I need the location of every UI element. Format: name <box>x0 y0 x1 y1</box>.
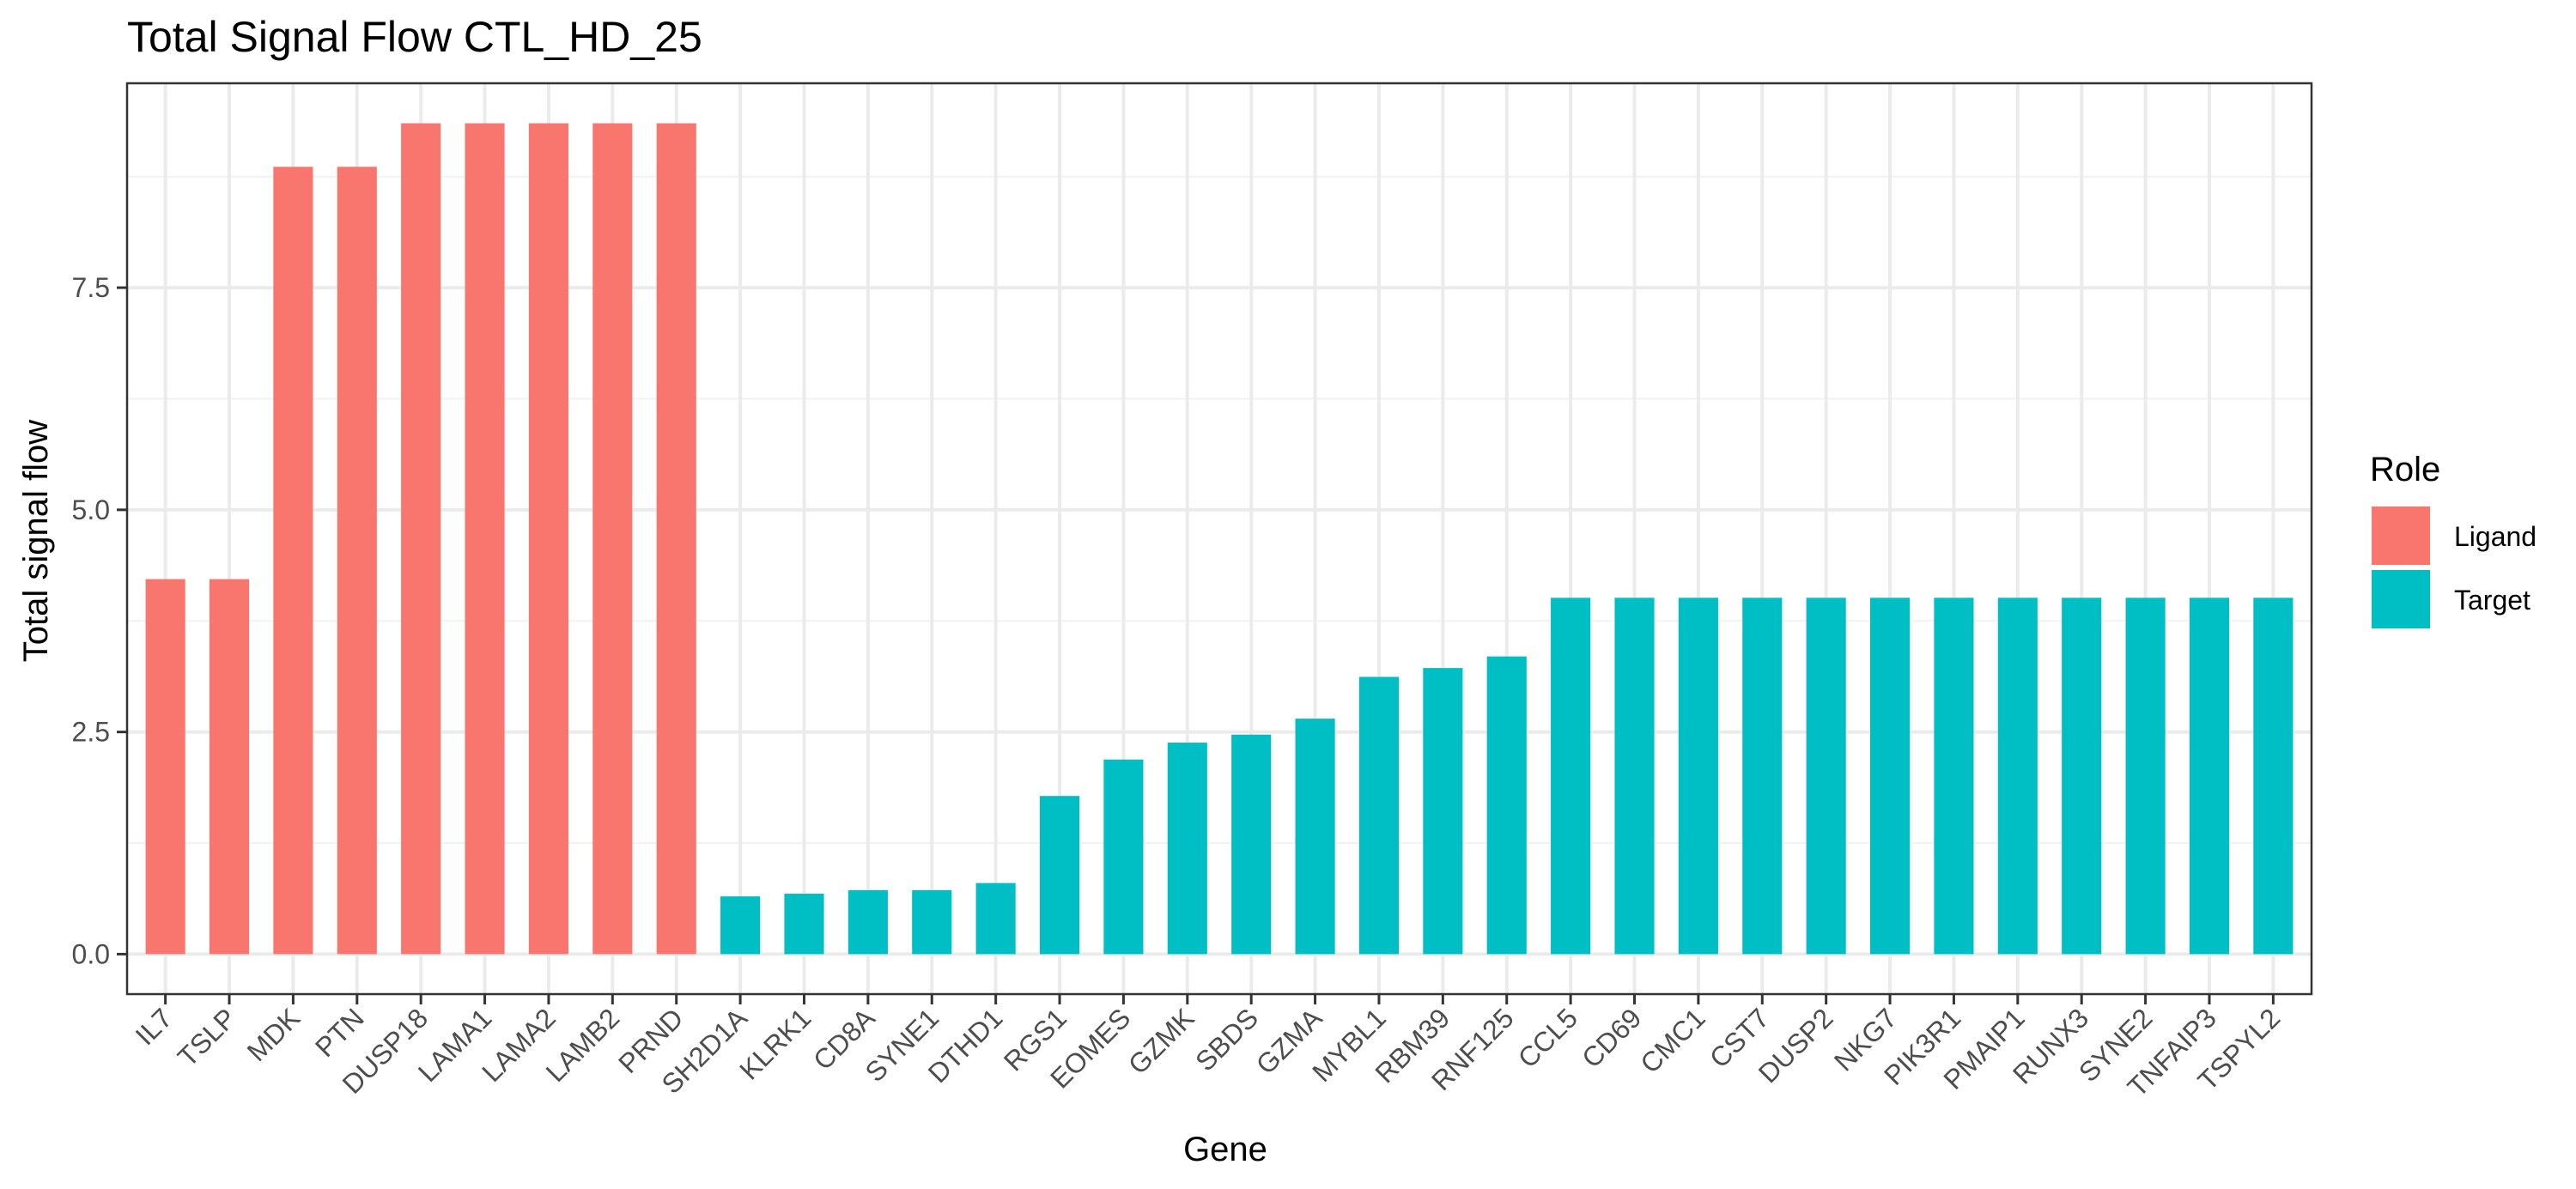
legend-label-target: Target <box>2454 585 2530 616</box>
bar-eomes <box>1103 759 1144 955</box>
bar-prnd <box>656 123 696 955</box>
bar-cmc1 <box>1678 598 1718 955</box>
bar-pmaip1 <box>1997 598 2038 955</box>
bar-ccl5 <box>1551 598 1591 955</box>
bar-lama2 <box>528 123 569 955</box>
bar-tslp <box>209 579 250 955</box>
plot-panel <box>127 83 2312 994</box>
bar-ptn <box>337 167 377 955</box>
bar-cst7 <box>1742 598 1783 955</box>
bar-dusp2 <box>1806 598 1846 955</box>
x-axis-title: Gene <box>1183 1131 1267 1168</box>
bar-pik3r1 <box>1934 598 1974 955</box>
bar-tnfaip3 <box>2189 598 2230 955</box>
legend-key-target <box>2372 570 2430 628</box>
bar-lama1 <box>465 123 505 955</box>
bar-lamb2 <box>592 123 633 955</box>
y-tick-label: 7.5 <box>72 272 110 303</box>
plot-border <box>125 82 2313 996</box>
bar-syne2 <box>2125 598 2166 955</box>
legend-label-ligand: Ligand <box>2454 521 2537 552</box>
bar-il7 <box>145 579 185 955</box>
bar-rgs1 <box>1039 796 1080 955</box>
bar-klrk1 <box>784 894 824 955</box>
bar-rnf125 <box>1486 656 1527 955</box>
bar-dusp18 <box>401 123 441 955</box>
bar-syne1 <box>912 889 952 955</box>
legend-key-ligand <box>2372 507 2430 565</box>
bar-cd69 <box>1614 598 1655 955</box>
bar-mybl1 <box>1358 676 1400 955</box>
bar-sbds <box>1231 734 1272 955</box>
y-tick-label: 5.0 <box>72 494 110 525</box>
y-tick-label: 0.0 <box>72 938 110 969</box>
bar-rbm39 <box>1423 668 1463 955</box>
bar-dthd1 <box>975 883 1016 955</box>
bar-tspyl2 <box>2253 598 2293 955</box>
y-tick-label: 2.5 <box>72 717 110 748</box>
legend-title: Role <box>2370 451 2440 488</box>
bar-gzmk <box>1167 743 1207 955</box>
bar-gzma <box>1295 719 1335 955</box>
bar-runx3 <box>2062 598 2102 955</box>
bar-cd8a <box>848 889 888 955</box>
chart-title: Total Signal Flow CTL_HD_25 <box>127 13 702 61</box>
legend: Role Ligand Target <box>2370 451 2537 628</box>
bar-nkg7 <box>1869 598 1911 955</box>
bar-sh2d1a <box>720 896 761 955</box>
y-axis-title: Total signal flow <box>17 420 55 662</box>
bar-mdk <box>273 167 313 955</box>
